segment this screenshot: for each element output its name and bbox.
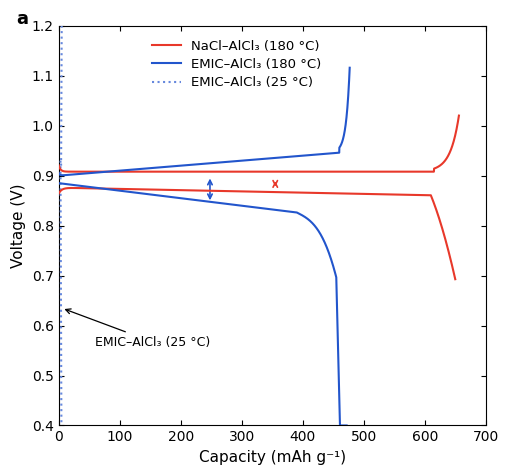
X-axis label: Capacity (mAh g⁻¹): Capacity (mAh g⁻¹) bbox=[199, 450, 345, 465]
Text: a: a bbox=[16, 10, 28, 28]
Legend: NaCl–AlCl₃ (180 °C), EMIC–AlCl₃ (180 °C), EMIC–AlCl₃ (25 °C): NaCl–AlCl₃ (180 °C), EMIC–AlCl₃ (180 °C)… bbox=[146, 34, 326, 94]
Y-axis label: Voltage (V): Voltage (V) bbox=[11, 183, 26, 268]
Text: EMIC–AlCl₃ (25 °C): EMIC–AlCl₃ (25 °C) bbox=[66, 309, 210, 348]
